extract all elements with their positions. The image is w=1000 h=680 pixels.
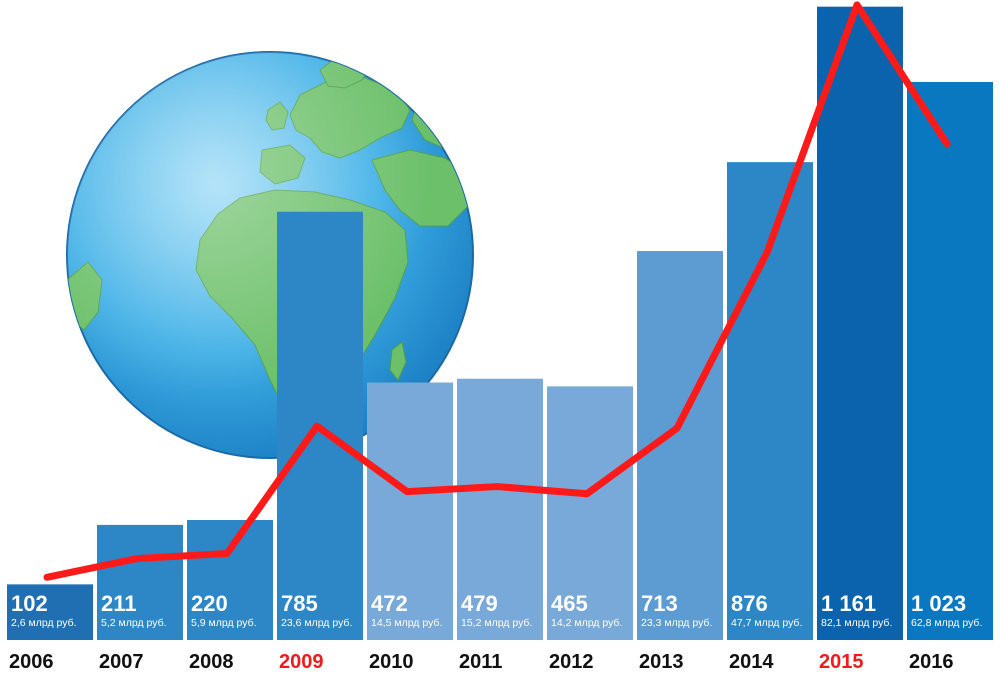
bar-sub-label-2008: 5,9 млрд руб. [191, 617, 257, 629]
bar-value-label-2013: 713 [641, 591, 678, 616]
bar-sub-label-2011: 15,2 млрд руб. [461, 617, 532, 629]
x-tick-label-2014: 2014 [729, 651, 774, 673]
bar-sub-label-2010: 14,5 млрд руб. [371, 617, 442, 629]
bar-value-label-2010: 472 [371, 591, 408, 616]
bar-value-label-2011: 479 [461, 591, 498, 616]
bar-sub-label-2006: 2,6 млрд руб. [11, 617, 77, 629]
trend-line-group [43, 1, 951, 581]
bar-sub-label-2007: 5,2 млрд руб. [101, 617, 167, 629]
bar-value-label-2007: 211 [101, 591, 137, 616]
x-tick-label-2009: 2009 [279, 651, 324, 673]
bar-value-label-2012: 465 [551, 591, 588, 616]
bar-sub-label-2015: 82,1 млрд руб. [821, 617, 892, 629]
x-tick-label-2011: 2011 [459, 651, 502, 673]
bar-value-label-2015: 1 161 [821, 591, 876, 616]
x-tick-label-2006: 2006 [9, 651, 54, 673]
x-tick-label-2008: 2008 [189, 651, 234, 673]
bar-2016 [907, 81, 993, 641]
bar-value-label-2016: 1 023 [911, 591, 966, 616]
bar-2008 [187, 519, 273, 640]
x-tick-label-2012: 2012 [549, 651, 594, 673]
bar-sub-label-2012: 14,2 млрд руб. [551, 617, 622, 629]
bar-2006 [7, 584, 93, 640]
bar-value-label-2014: 876 [731, 591, 768, 616]
bar-sub-label-2009: 23,6 млрд руб. [281, 617, 352, 629]
bar-2007 [97, 524, 183, 640]
bar-2015 [817, 6, 903, 641]
x-tick-label-2015: 2015 [819, 651, 864, 673]
x-tick-label-2007: 2007 [99, 651, 144, 673]
x-tick-label-2013: 2013 [639, 651, 684, 673]
bar-sub-label-2014: 47,7 млрд руб. [731, 617, 802, 629]
bar-2014 [727, 162, 813, 640]
bar-2012 [547, 386, 633, 640]
bars-group [7, 6, 993, 641]
bar-sub-label-2013: 23,3 млрд руб. [641, 617, 712, 629]
bar-2011 [457, 378, 543, 640]
bar-value-label-2008: 220 [191, 591, 228, 616]
bar-sub-label-2016: 62,8 млрд руб. [911, 617, 982, 629]
x-tick-label-2010: 2010 [369, 651, 414, 673]
bar-value-label-2009: 785 [281, 591, 318, 616]
x-tick-label-2016: 2016 [909, 651, 954, 673]
bar-value-label-2006: 102 [11, 591, 48, 616]
bar-2010 [367, 382, 453, 640]
